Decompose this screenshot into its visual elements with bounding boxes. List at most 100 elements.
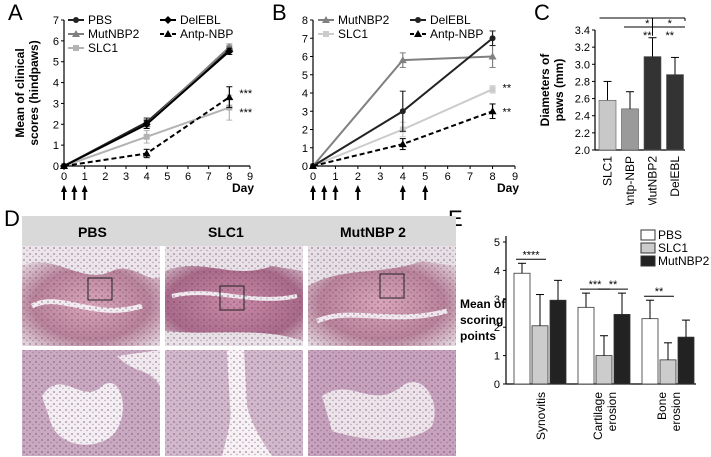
a-x-tick-label: 4 — [144, 171, 150, 183]
e-legend-label: PBS — [658, 228, 682, 242]
b-legend-label: Antp-NBP — [430, 27, 483, 41]
b-legend-label: MutNBP2 — [338, 13, 390, 27]
b-y-tick-label: 5 — [302, 70, 308, 82]
a-y-tick-label: 0 — [53, 161, 59, 173]
header-slc1: SLC1 — [208, 224, 244, 240]
image-mutnbp2-high-mag — [308, 350, 456, 456]
e-category-label: Cartilage — [591, 392, 605, 440]
a-y-tick-label: 2 — [53, 119, 59, 131]
c-category-label: MutNBP2 — [646, 156, 660, 205]
a-y-tick-label: 7 — [53, 15, 59, 27]
a-y-axis-label-line: scores (hindpaws) — [27, 40, 41, 145]
a-x-tick-label: 3 — [123, 171, 129, 183]
panel-b-line-chart: 0 1 2 3 4 5 6 7 8 9012345678Day****MutNBP2SLC1Del… — [302, 13, 519, 200]
b-injection-arrow — [422, 185, 429, 200]
e-bar — [613, 314, 631, 385]
a-x-tick-label: 9 — [247, 171, 253, 183]
a-x-axis-label: Day — [232, 181, 254, 195]
b-legend-marker — [414, 30, 422, 37]
e-bar — [549, 299, 567, 385]
a-data-point — [143, 133, 150, 140]
e-category-label: erosion — [669, 392, 683, 431]
panel-c-bar-chart: 2.0 2.2 2.4 2.6 2.8 3.0 3.2 3.4 Diameters of paws… — [538, 17, 686, 205]
a-series-line — [63, 50, 230, 167]
panel-letter-d: D — [4, 206, 20, 231]
a-data-point — [60, 162, 68, 169]
e-significance-label: **** — [522, 249, 540, 261]
e-bar — [641, 318, 659, 385]
b-injection-arrow — [321, 185, 328, 200]
c-y-axis-label: Diameters of paws (mm) — [538, 53, 566, 127]
panel-a-line-chart: 0 1 2 3 4 5 6 7 8 9 0 1 2 3 4 5 6 7 Day Mean of clinical sco… — [13, 13, 254, 200]
c-y-tick-label: 3.2 — [575, 42, 590, 54]
b-injection-arrow — [310, 185, 316, 200]
a-x-tick-label: 5 — [164, 171, 170, 183]
a-series-line — [63, 48, 230, 167]
header-mutnbp2: MutNBP 2 — [340, 224, 406, 240]
b-x-tick-label: 4 — [400, 171, 406, 183]
e-y-tick-label: 2 — [494, 322, 500, 334]
b-x-tick-label: 2 — [355, 171, 361, 183]
a-legend-marker — [73, 45, 79, 51]
e-legend-label: SLC1 — [658, 241, 688, 255]
e-significance-label: ** — [609, 279, 618, 291]
b-data-point — [309, 162, 317, 169]
b-x-tick-label: 7 — [467, 171, 473, 183]
e-bar — [595, 355, 613, 385]
a-y-tick-label: 6 — [53, 36, 59, 48]
b-x-tick-label: 6 — [445, 171, 451, 183]
c-category-label: DelEBL — [668, 156, 682, 197]
b-x-tick-label: 8 — [489, 171, 495, 183]
b-legend-label: SLC1 — [338, 27, 368, 41]
e-legend-swatch — [640, 242, 656, 254]
b-x-axis-label: Day — [497, 181, 519, 195]
b-data-point — [398, 140, 407, 148]
c-bar — [598, 99, 617, 151]
b-data-point — [488, 52, 497, 60]
e-significance-label: *** — [589, 279, 603, 291]
header-pbs: PBS — [78, 224, 107, 240]
e-y-tick-label: 3 — [494, 294, 500, 306]
e-y-tick-label: 4 — [494, 265, 500, 277]
b-x-tick-label: 5 — [422, 171, 428, 183]
a-data-point — [225, 93, 234, 101]
e-bar — [659, 359, 677, 385]
a-legend-label: Antp-NBP — [180, 27, 233, 41]
b-y-tick-label: 8 — [302, 15, 308, 27]
b-data-point — [489, 86, 496, 93]
b-x-tick-label: 0 — [310, 171, 316, 183]
a-x-tick-label: 8 — [226, 171, 232, 183]
a-legend-label: DelEBL — [180, 13, 221, 27]
c-bar — [643, 56, 662, 151]
b-y-tick-label: 7 — [302, 33, 308, 45]
b-y-tick-label: 2 — [302, 125, 308, 137]
b-y-tick-label: 4 — [302, 88, 308, 100]
b-legend-marker — [323, 31, 329, 37]
b-legend-label: DelEBL — [430, 13, 471, 27]
b-y-tick-label: 1 — [302, 143, 308, 155]
histology-header-row — [22, 216, 456, 246]
a-x-tick-label: 2 — [102, 171, 108, 183]
e-legend-swatch — [640, 229, 656, 241]
a-legend-marker — [73, 17, 79, 23]
c-y-tick-label: 3.0 — [575, 59, 590, 71]
image-slc1-high-mag — [165, 350, 303, 456]
a-injection-arrow — [71, 185, 78, 200]
b-data-point — [489, 35, 496, 42]
b-x-tick-label: 1 — [332, 171, 338, 183]
b-data-point — [398, 56, 407, 64]
e-y-axis-label-line: Mean of — [460, 297, 506, 311]
c-significance-label: * — [645, 18, 650, 30]
e-y-axis-label-line: points — [460, 329, 496, 343]
b-injection-arrow — [332, 185, 339, 200]
c-bar — [666, 74, 684, 151]
e-y-tick-label: 1 — [494, 351, 500, 363]
e-legend-label: MutNBP2 — [658, 254, 710, 268]
c-category-label: SLC1 — [601, 156, 615, 186]
c-y-axis-label-line: paws (mm) — [552, 59, 566, 122]
c-y-tick-label: 2.4 — [575, 111, 590, 123]
b-legend-marker — [415, 17, 421, 23]
e-y-tick-label: 5 — [494, 237, 500, 249]
e-bar — [513, 272, 531, 385]
